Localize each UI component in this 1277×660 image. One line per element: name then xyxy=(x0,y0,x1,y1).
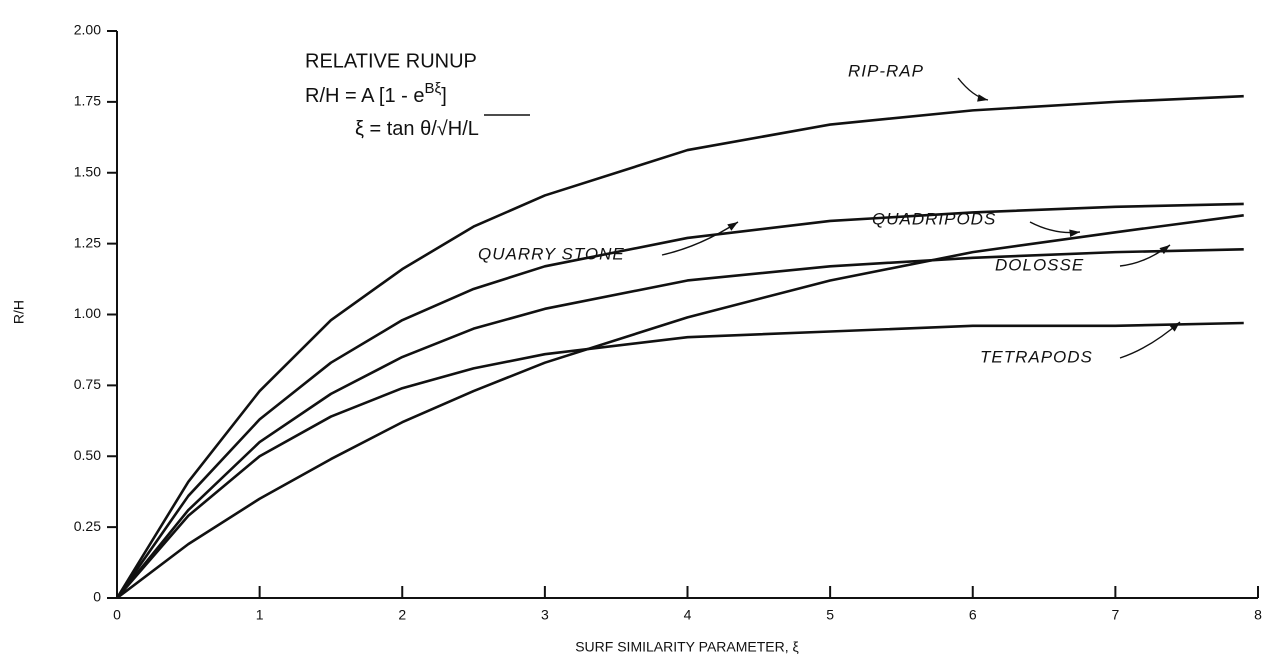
formula-main: R/H = A [1 - e xyxy=(305,85,425,107)
x-tick-label: 1 xyxy=(256,607,264,623)
series-line xyxy=(115,202,1244,599)
x-tick-label: 7 xyxy=(1111,607,1119,623)
formula-xi-left: ξ = tan θ/√ xyxy=(355,118,448,140)
x-tick-label: 5 xyxy=(826,607,834,623)
x-tick-label: 0 xyxy=(113,607,121,623)
y-tick-label: 0 xyxy=(93,589,101,605)
y-tick-label: 1.00 xyxy=(74,305,101,321)
x-axis-label: SURF SIMILARITY PARAMETER, ξ xyxy=(575,639,799,655)
series-line xyxy=(115,94,1244,599)
formula-xi: ξ = tan θ/√H/L xyxy=(355,118,479,140)
formula-exponent: Bξ xyxy=(425,80,442,97)
annotation-title: RELATIVE RUNUP xyxy=(305,50,477,72)
y-tick-label: 1.75 xyxy=(74,93,101,109)
y-tick-label: 0.75 xyxy=(74,376,101,392)
y-tick-label: 0.50 xyxy=(74,447,101,463)
arrow xyxy=(957,77,989,101)
arrow-head xyxy=(977,94,988,102)
arrow xyxy=(1119,321,1181,359)
y-tick-label: 1.25 xyxy=(74,234,101,250)
y-axis-label: R/H xyxy=(11,300,27,324)
formula-close: ] xyxy=(441,85,447,107)
series-line xyxy=(116,321,1244,599)
series-label: QUADRIPODS xyxy=(872,209,996,228)
series-label: TETRAPODS xyxy=(980,347,1093,366)
x-tick-label: 3 xyxy=(541,607,549,623)
formula-xi-right: H/L xyxy=(448,118,479,140)
x-tick-label: 4 xyxy=(684,607,692,623)
arrow-head xyxy=(1169,322,1180,332)
x-tick-label: 2 xyxy=(398,607,406,623)
formula: R/H = A [1 - eBξ] xyxy=(305,80,447,107)
arrow-head xyxy=(727,222,738,231)
series-label: DOLOSSE xyxy=(995,255,1084,274)
series-line xyxy=(116,213,1244,600)
x-tick-label: 8 xyxy=(1254,607,1262,623)
y-tick-label: 2.00 xyxy=(74,22,101,38)
arrow-head xyxy=(1069,229,1080,237)
series-line xyxy=(115,247,1244,599)
arrow-head xyxy=(1159,245,1170,255)
y-tick-label: 1.50 xyxy=(74,163,101,179)
series-label: RIP-RAP xyxy=(848,61,924,80)
x-tick-label: 6 xyxy=(969,607,977,623)
series-label: QUARRY STONE xyxy=(478,244,625,263)
arrow xyxy=(661,221,739,256)
y-tick-label: 0.25 xyxy=(74,518,101,534)
